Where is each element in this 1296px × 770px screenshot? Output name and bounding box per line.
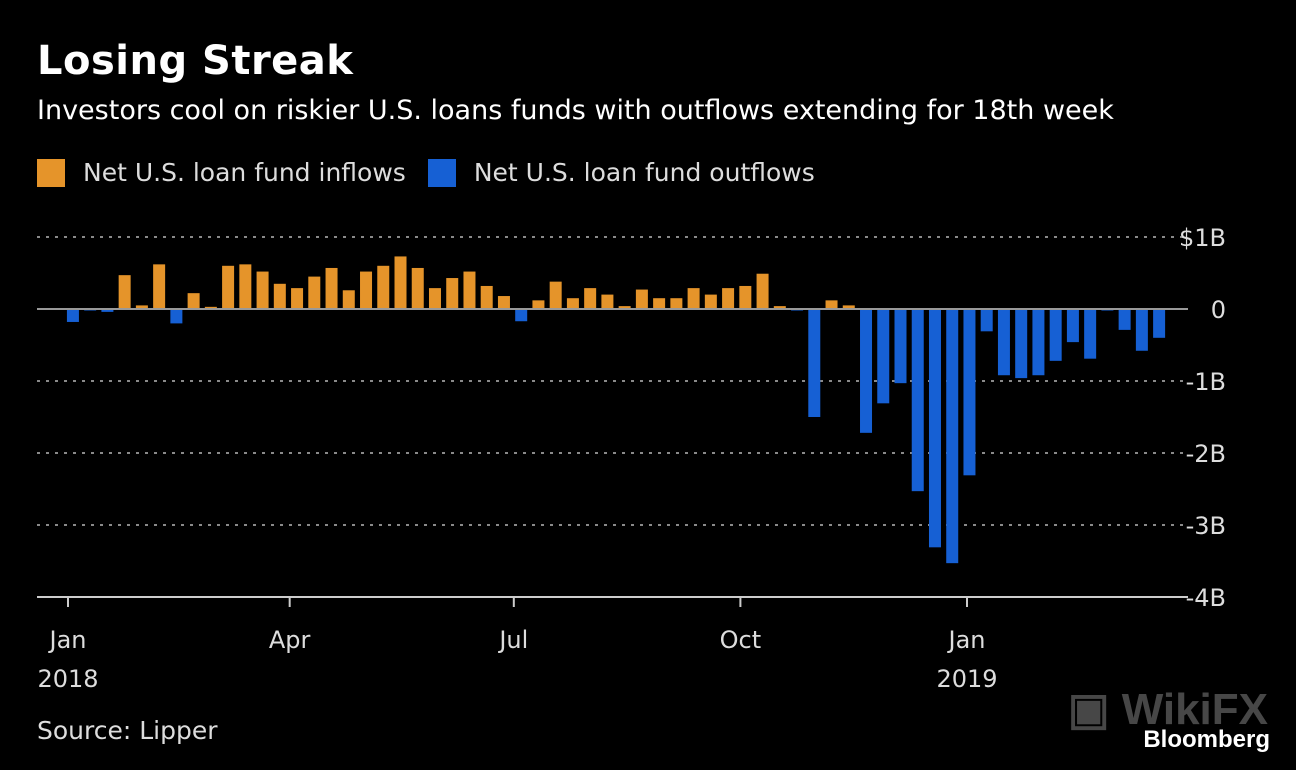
source-note: Source: Lipper <box>37 716 218 745</box>
y-tick-label: 0 <box>1211 296 1226 324</box>
bar <box>842 305 855 309</box>
bar <box>222 265 235 309</box>
legend-item-inflows: Net U.S. loan fund inflows <box>37 158 406 187</box>
legend-swatch-inflows <box>37 158 65 187</box>
chart-title: Losing Streak <box>37 38 354 84</box>
bar <box>360 271 373 309</box>
bar <box>566 298 579 309</box>
bar <box>618 306 631 309</box>
bar <box>515 309 528 322</box>
bar <box>1084 309 1097 359</box>
bar <box>256 271 269 309</box>
bar <box>1032 309 1045 376</box>
bar <box>963 309 976 476</box>
bar <box>635 289 648 309</box>
bar <box>308 276 321 309</box>
bar <box>532 300 545 309</box>
legend-swatch-outflows <box>427 158 456 187</box>
x-tick-label: Apr <box>269 626 311 654</box>
bar <box>170 309 183 324</box>
bar <box>463 271 476 309</box>
legend-label-inflows: Net U.S. loan fund inflows <box>83 158 406 187</box>
chart-subtitle: Investors cool on riskier U.S. loans fun… <box>37 95 1114 126</box>
bar <box>670 298 683 309</box>
x-tick-year: 2019 <box>936 665 997 693</box>
bar <box>273 283 286 309</box>
bar <box>135 305 148 309</box>
bar <box>997 309 1010 376</box>
bar <box>428 288 441 309</box>
bar <box>687 288 700 309</box>
bar <box>411 267 424 309</box>
y-tick-label: $1B <box>1179 224 1226 252</box>
bar <box>291 288 304 309</box>
legend-label-outflows: Net U.S. loan fund outflows <box>473 158 815 187</box>
bar <box>446 278 459 309</box>
bar <box>1118 309 1131 330</box>
bar <box>1049 309 1062 361</box>
bar <box>860 309 873 433</box>
bar <box>101 309 114 312</box>
bar <box>549 281 562 309</box>
bar <box>239 264 252 309</box>
bar <box>877 309 890 404</box>
bar <box>980 309 993 332</box>
bar <box>497 296 510 309</box>
y-tick-label: -1B <box>1186 368 1226 396</box>
bar <box>601 294 614 309</box>
bar <box>808 309 821 417</box>
bar <box>153 264 166 309</box>
watermark-logo: ▣ WikiFX <box>1067 685 1268 734</box>
y-tick-label: -2B <box>1186 440 1226 468</box>
y-tick-label: -3B <box>1186 512 1226 540</box>
bar <box>325 267 338 309</box>
bar <box>118 275 131 309</box>
x-tick-label: Jan <box>947 626 986 654</box>
bar <box>911 309 924 492</box>
x-tick-year: 2018 <box>37 665 98 693</box>
bar <box>653 298 666 309</box>
bar <box>1015 309 1028 379</box>
bloomberg-logo: Bloomberg <box>1143 726 1270 753</box>
bar <box>756 273 769 309</box>
y-tick-label: -4B <box>1186 584 1226 612</box>
bar <box>1066 309 1079 343</box>
legend-item-outflows: Net U.S. loan fund outflows <box>427 158 815 187</box>
x-tick-label: Oct <box>720 626 762 654</box>
bar <box>928 309 941 548</box>
x-tick-label: Jul <box>497 626 528 654</box>
bar <box>394 256 407 309</box>
bar <box>825 300 838 309</box>
x-tick-label: Jan <box>48 626 87 654</box>
bar <box>739 285 752 309</box>
legend: Net U.S. loan fund inflows Net U.S. loan… <box>37 158 837 187</box>
bar <box>584 288 597 309</box>
bar <box>187 293 200 309</box>
bar <box>204 306 217 309</box>
bar <box>342 290 355 309</box>
bar <box>1153 309 1166 338</box>
bar <box>66 309 79 322</box>
bar <box>377 265 390 309</box>
bar <box>773 306 786 309</box>
bar <box>894 309 907 384</box>
bar <box>946 309 959 564</box>
bar <box>722 288 735 309</box>
bar <box>704 294 717 309</box>
bar <box>480 285 493 309</box>
bar <box>1135 309 1148 351</box>
